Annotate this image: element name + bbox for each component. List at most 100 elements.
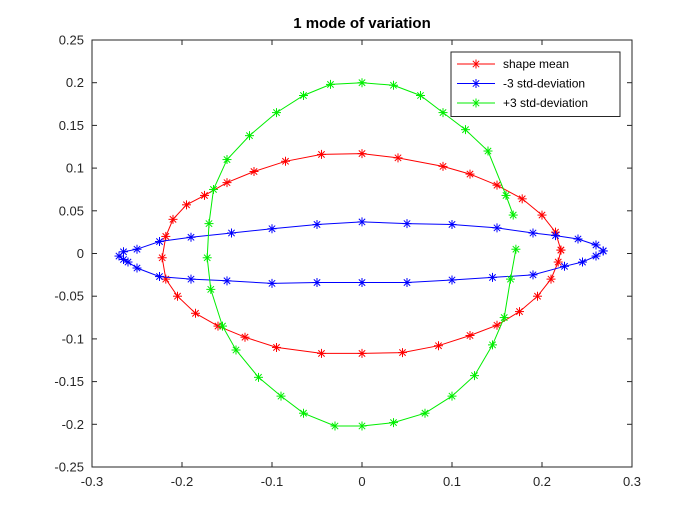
- data-point: [227, 228, 236, 238]
- data-point: [281, 156, 290, 166]
- data-point: [591, 240, 601, 250]
- data-point: [447, 275, 457, 285]
- data-point: [204, 219, 214, 229]
- data-point: [416, 91, 425, 101]
- data-point: [357, 421, 367, 431]
- legend-marker: [471, 59, 481, 69]
- legend-marker: [471, 79, 481, 88]
- data-point: [501, 190, 511, 200]
- data-point: [461, 125, 470, 135]
- y-tick-label: -0.25: [54, 460, 84, 475]
- data-point: [483, 146, 493, 156]
- data-point: [546, 274, 556, 284]
- y-tick-label: 0.05: [59, 203, 84, 218]
- data-point: [168, 214, 178, 224]
- legend-entry: +3 std-deviation: [457, 96, 588, 110]
- data-point: [222, 155, 232, 165]
- data-point: [206, 284, 216, 294]
- data-point: [447, 219, 457, 229]
- data-point: [357, 149, 367, 159]
- y-tick-label: -0.05: [54, 289, 84, 304]
- data-point: [402, 278, 412, 288]
- data-point: [222, 178, 232, 188]
- data-point: [515, 307, 524, 317]
- legend-label: +3 std-deviation: [503, 96, 588, 110]
- data-point: [528, 270, 538, 280]
- chart-title: 1 mode of variation: [293, 15, 431, 32]
- data-point: [398, 348, 407, 358]
- data-point: [200, 190, 209, 200]
- y-tick-label: 0.15: [59, 118, 84, 133]
- data-point: [393, 153, 403, 163]
- data-point: [447, 391, 457, 401]
- data-point: [465, 330, 475, 340]
- data-point: [434, 341, 443, 351]
- data-point: [506, 274, 515, 284]
- x-tick-label: -0.1: [261, 474, 283, 489]
- data-point: [222, 276, 232, 286]
- data-point: [517, 194, 527, 204]
- data-point: [537, 210, 547, 220]
- y-tick-label: -0.1: [62, 331, 84, 346]
- data-point: [499, 313, 509, 323]
- data-point: [132, 263, 142, 273]
- y-tick-label: -0.2: [62, 417, 84, 432]
- data-point: [231, 345, 241, 355]
- data-point: [267, 224, 277, 234]
- data-point: [202, 253, 212, 263]
- data-point: [267, 278, 277, 288]
- data-point: [312, 219, 322, 229]
- data-point: [245, 131, 254, 141]
- data-point: [598, 246, 608, 256]
- legend: shape mean -3 std-deviation +3 std-deviati…: [450, 51, 621, 117]
- data-point: [492, 320, 502, 330]
- data-point: [191, 308, 200, 318]
- y-tick-label: 0.1: [66, 161, 84, 176]
- data-point: [488, 272, 497, 282]
- data-point: [357, 278, 367, 288]
- data-point: [357, 217, 367, 227]
- data-point: [573, 234, 583, 244]
- data-point: [114, 251, 124, 261]
- data-point: [157, 253, 167, 263]
- data-point: [317, 149, 326, 159]
- data-point: [209, 184, 218, 194]
- data-point: [508, 210, 518, 220]
- data-point: [317, 348, 326, 358]
- y-tick-label: -0.15: [54, 374, 84, 389]
- data-point: [511, 244, 521, 254]
- x-tick-label: 0.2: [533, 474, 551, 489]
- data-point: [402, 219, 412, 229]
- data-point: [492, 223, 502, 233]
- legend-marker: [471, 98, 481, 108]
- data-point: [276, 391, 286, 401]
- series-line: [206, 82, 517, 427]
- data-point: [465, 169, 475, 179]
- data-point: [357, 78, 367, 88]
- data-point: [438, 108, 448, 118]
- data-point: [240, 332, 250, 342]
- data-point: [119, 254, 128, 264]
- data-point: [254, 372, 263, 382]
- x-tick-label: -0.2: [171, 474, 193, 489]
- data-point: [272, 342, 281, 352]
- x-tick-label: -0.3: [81, 474, 103, 489]
- data-point: [312, 278, 322, 288]
- series-layer: [114, 78, 608, 431]
- series-2: [114, 217, 608, 288]
- legend-entry: shape mean: [457, 57, 569, 71]
- data-point: [182, 200, 191, 210]
- y-tick-label: 0.2: [66, 75, 84, 90]
- axis-ticks: -0.3 -0.2 -0.1 0 0.1 0.2 0.3 -0.25 -0.2 -0.15 -0.1…: [54, 33, 641, 490]
- data-point: [186, 232, 196, 242]
- data-point: [132, 244, 142, 254]
- data-point: [578, 257, 587, 267]
- data-point: [420, 408, 430, 418]
- y-tick-label: 0.25: [59, 33, 84, 48]
- legend-label: shape mean: [503, 57, 569, 71]
- data-point: [438, 161, 448, 171]
- y-tick-label: 0: [77, 246, 84, 261]
- series-3: [202, 78, 521, 431]
- data-point: [553, 257, 563, 267]
